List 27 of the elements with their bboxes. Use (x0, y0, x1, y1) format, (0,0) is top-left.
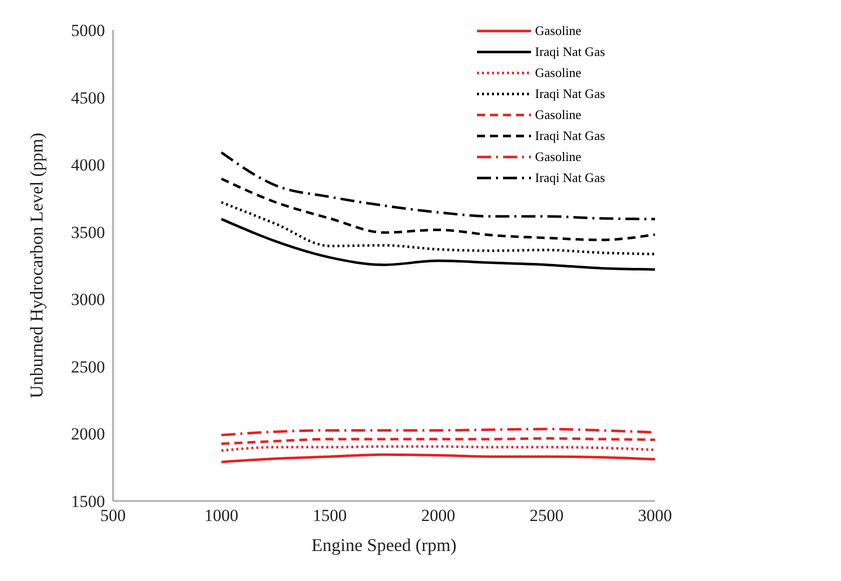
x-tick-label: 1500 (312, 506, 347, 526)
y-tick-label: 3500 (71, 222, 105, 242)
y-tick-label: 2000 (71, 424, 105, 444)
x-tick-label: 3000 (638, 506, 672, 526)
legend-label: Iraqi Nat Gas (535, 169, 606, 187)
y-tick-label: 5000 (71, 21, 105, 40)
line-series (220, 201, 655, 256)
x-tick-label: 2500 (530, 506, 564, 526)
legend-label: Gasoline (535, 148, 582, 166)
x-tick-label: 1000 (204, 506, 238, 526)
line-series (220, 151, 655, 220)
y-tick-label: 4500 (71, 88, 105, 108)
x-tick-label: 500 (100, 506, 126, 526)
line-series (220, 453, 655, 464)
y-tick-label: 2500 (71, 357, 105, 376)
y-tick-label: 3000 (71, 290, 105, 310)
line-series (220, 218, 655, 271)
y-axis-title: Unburned Hydrocarbon Level (ppm) (26, 132, 46, 398)
legend-label: Iraqi Nat Gas (535, 127, 606, 145)
y-tick-label: 4000 (71, 156, 105, 175)
x-axis-title: Engine Speed (rpm) (312, 535, 456, 555)
legend-label: Iraqi Nat Gas (535, 85, 606, 103)
legend-label: Gasoline (535, 106, 582, 124)
legend-label: Gasoline (535, 64, 582, 82)
legend-label: Iraqi Nat Gas (535, 43, 606, 61)
legend-label: Gasoline (535, 22, 582, 40)
x-tick-label: 2000 (421, 506, 456, 526)
